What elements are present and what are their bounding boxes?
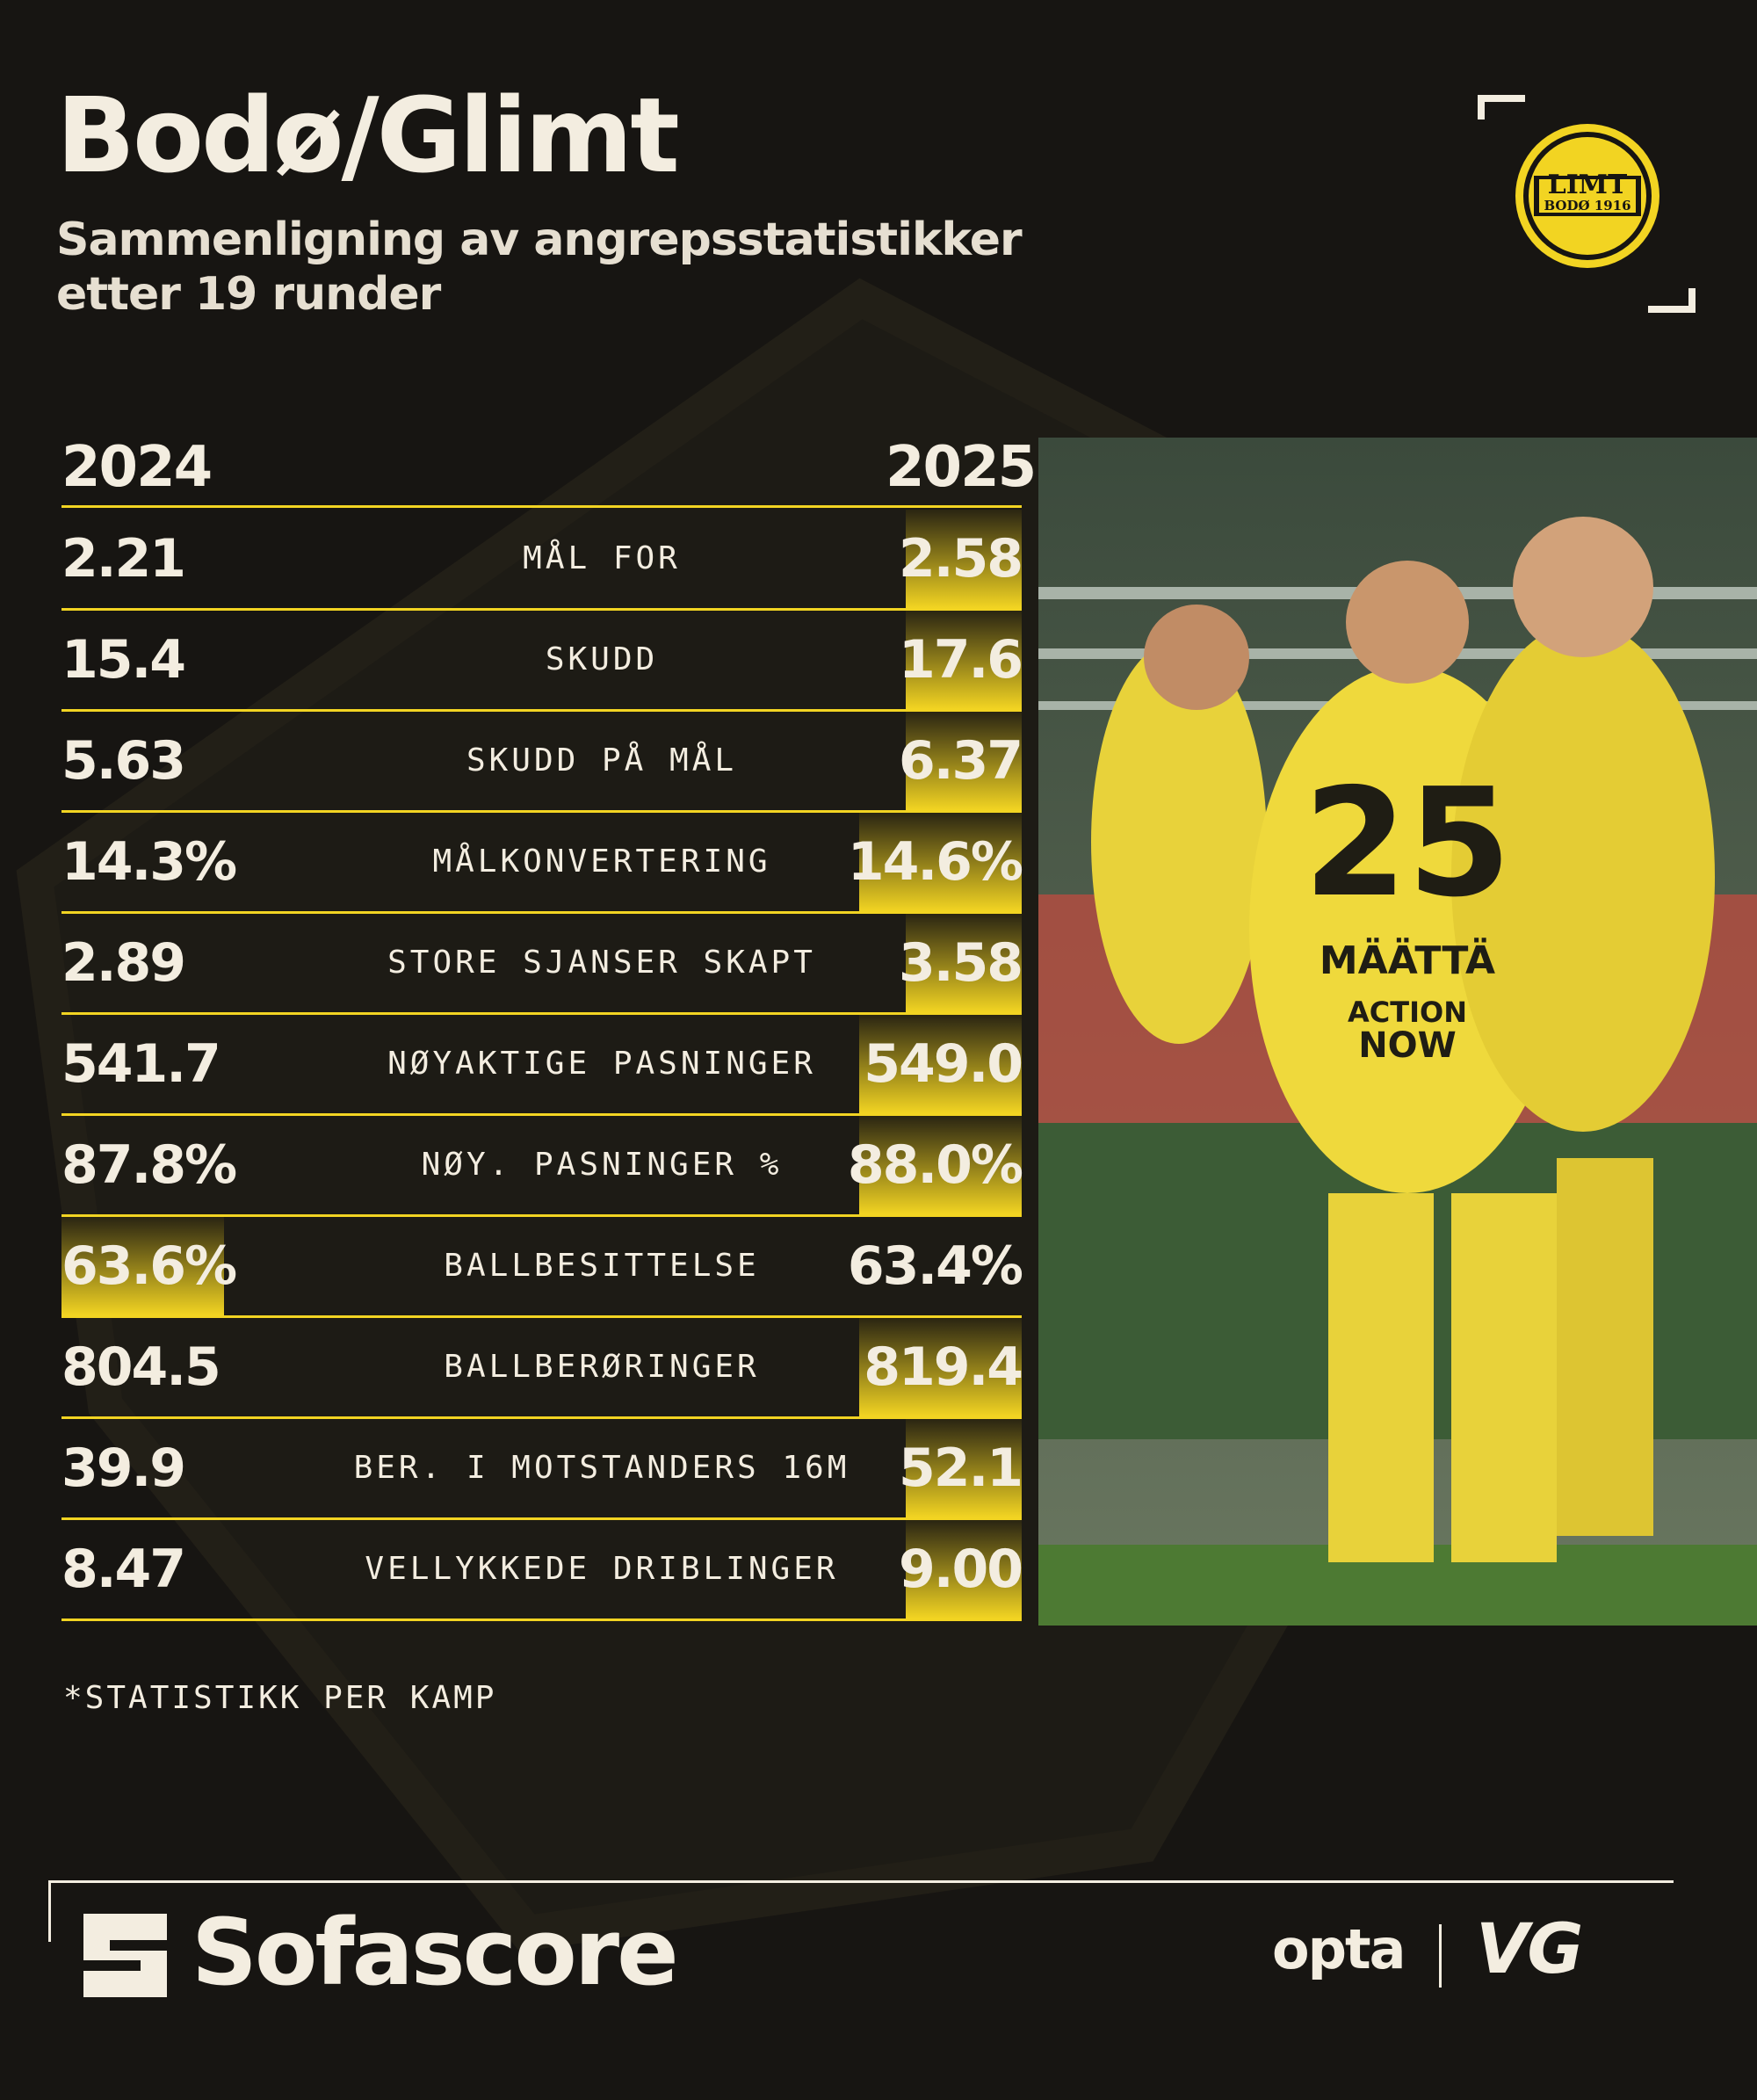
- highlight-bar: [906, 712, 1022, 810]
- shirt-number: 25: [1304, 757, 1512, 931]
- value-2025: 88.0%: [847, 1134, 1023, 1196]
- value-2024: 15.4: [61, 629, 186, 691]
- sofascore-brand: Sofascore: [192, 1899, 679, 2006]
- sofascore-logo-icon: [83, 1914, 167, 1997]
- value-2024: 63.6%: [61, 1235, 237, 1297]
- value-2024: 14.3%: [61, 831, 237, 893]
- footnote: *STATISTIKK PER KAMP: [63, 1680, 497, 1716]
- shirt-sponsor-line-2: NOW: [1358, 1025, 1457, 1066]
- crest-bottom-text: BODØ 1916: [1544, 198, 1630, 214]
- corner-bracket-bottom-right-v: [1688, 288, 1696, 313]
- value-2025: 3.58: [898, 932, 1023, 994]
- value-2024: 804.5: [61, 1336, 221, 1398]
- highlight-bar: [906, 1419, 1022, 1517]
- stat-label: MÅL FOR: [523, 540, 681, 576]
- stat-label: SKUDD PÅ MÅL: [466, 742, 738, 778]
- corner-bracket-top-left: [1478, 95, 1525, 102]
- stat-label: BALLBERØRINGER: [444, 1349, 760, 1385]
- club-crest-icon: LIMT BODØ 1916: [1515, 124, 1659, 268]
- value-2025: 549.0: [864, 1033, 1023, 1095]
- stat-label: SKUDD: [545, 641, 659, 677]
- stat-row: 39.9 BER. I MOTSTANDERS 16M 52.1: [61, 1419, 1023, 1520]
- stat-label: NØYAKTIGE PASNINGER: [387, 1046, 816, 1082]
- page-subtitle: Sammenligning av angrepsstatistikker ett…: [56, 213, 1023, 322]
- stat-row: 5.63 SKUDD PÅ MÅL 6.37: [61, 712, 1023, 813]
- value-2025: 2.58: [898, 528, 1023, 590]
- corner-bracket-bottom-right: [1648, 306, 1696, 313]
- value-2024: 87.8%: [61, 1134, 237, 1196]
- club-badge: LIMT BODØ 1916: [1478, 95, 1696, 313]
- stat-row: 63.6% BALLBESITTELSE 63.4%: [61, 1217, 1023, 1318]
- subtitle-line-2: etter 19 runder: [56, 268, 441, 321]
- highlight-bar: [859, 813, 1022, 911]
- stat-label: BER. I MOTSTANDERS 16M: [353, 1450, 850, 1486]
- highlight-bar: [906, 510, 1022, 608]
- value-2025: 63.4%: [847, 1235, 1023, 1297]
- corner-bracket-top-left-v: [1478, 95, 1485, 119]
- footer-separator: [1439, 1924, 1442, 1988]
- opta-logo: opta: [1272, 1917, 1406, 1981]
- stat-row: 14.3% MÅLKONVERTERING 14.6%: [61, 813, 1023, 914]
- highlight-bar: [859, 1318, 1022, 1416]
- year-2025-header: 2025: [886, 435, 1037, 500]
- shirt-player-name: MÄÄTTÄ: [1320, 937, 1495, 983]
- value-2024: 2.89: [61, 932, 186, 994]
- value-2025: 17.6: [898, 629, 1023, 691]
- stat-row: 2.89 STORE SJANSER SKAPT 3.58: [61, 914, 1023, 1015]
- value-2025: 9.00: [898, 1539, 1023, 1600]
- stat-label: MÅLKONVERTERING: [432, 844, 771, 880]
- table-header-divider: [61, 505, 1022, 508]
- footer-divider-vertical: [48, 1880, 51, 1942]
- highlight-bar: [906, 914, 1022, 1012]
- stat-row: 804.5 BALLBERØRINGER 819.4: [61, 1318, 1023, 1419]
- stat-label: NØY. PASNINGER %: [421, 1147, 783, 1183]
- value-2025: 6.37: [898, 730, 1023, 792]
- highlight-bar: [859, 1116, 1022, 1214]
- value-2024: 8.47: [61, 1539, 186, 1600]
- page-title: Bodø/Glimt: [56, 75, 680, 196]
- year-2024-header: 2024: [61, 435, 213, 500]
- stat-label: BALLBESITTELSE: [444, 1248, 760, 1284]
- subtitle-line-1: Sammenligning av angrepsstatistikker: [56, 214, 1023, 266]
- highlight-bar: [906, 1520, 1022, 1618]
- shirt-sponsor-line-1: ACTION: [1348, 996, 1467, 1029]
- stat-row: 15.4 SKUDD 17.6: [61, 611, 1023, 712]
- stat-row: 2.21 MÅL FOR 2.58: [61, 510, 1023, 611]
- value-2024: 541.7: [61, 1033, 221, 1095]
- stat-row: 87.8% NØY. PASNINGER % 88.0%: [61, 1116, 1023, 1217]
- stat-label: STORE SJANSER SKAPT: [387, 945, 816, 981]
- value-2025: 819.4: [864, 1336, 1023, 1398]
- value-2025: 14.6%: [847, 831, 1023, 893]
- value-2024: 5.63: [61, 730, 186, 792]
- value-2024: 2.21: [61, 528, 186, 590]
- footer-divider: [48, 1880, 1674, 1883]
- team-photo: 25 MÄÄTTÄ ACTION NOW: [1038, 438, 1757, 1626]
- highlight-bar: [859, 1015, 1022, 1113]
- highlight-bar: [61, 1217, 224, 1315]
- vg-logo: VG: [1476, 1910, 1583, 1989]
- value-2025: 52.1: [898, 1437, 1023, 1499]
- stat-row: 8.47 VELLYKKEDE DRIBLINGER 9.00: [61, 1520, 1023, 1621]
- crest-top-text: LIMT: [1548, 170, 1628, 200]
- value-2024: 39.9: [61, 1437, 186, 1499]
- stat-label: VELLYKKEDE DRIBLINGER: [365, 1551, 839, 1587]
- highlight-bar: [906, 611, 1022, 709]
- stat-row: 541.7 NØYAKTIGE PASNINGER 549.0: [61, 1015, 1023, 1116]
